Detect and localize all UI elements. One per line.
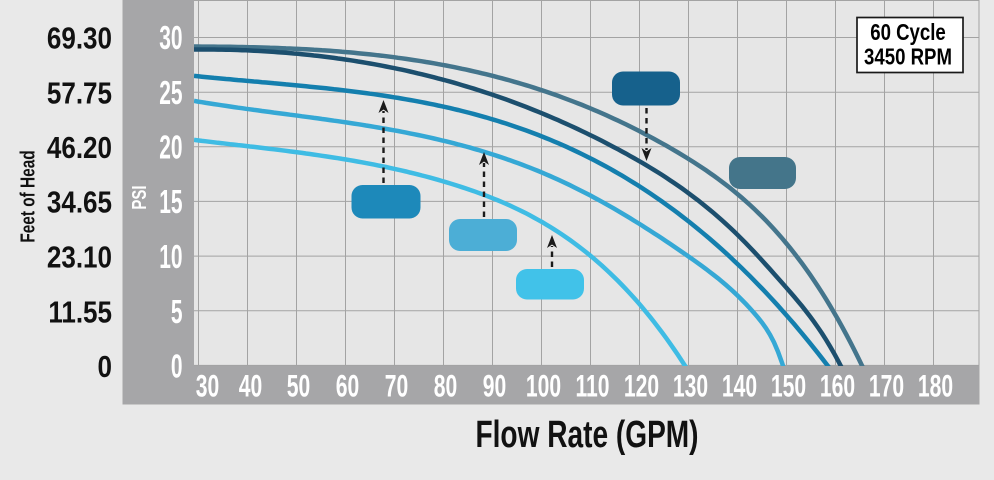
svg-text:57.75: 57.75 bbox=[47, 77, 112, 112]
svg-text:170: 170 bbox=[869, 368, 904, 403]
svg-text:180: 180 bbox=[918, 368, 953, 403]
svg-text:150: 150 bbox=[771, 368, 806, 403]
svg-text:140: 140 bbox=[722, 368, 757, 403]
svg-text:50: 50 bbox=[287, 368, 310, 403]
svg-text:PSI: PSI bbox=[128, 185, 151, 209]
svg-text:23.10: 23.10 bbox=[47, 241, 112, 276]
svg-text:160: 160 bbox=[820, 368, 855, 403]
svg-text:0: 0 bbox=[98, 350, 112, 385]
svg-text:120: 120 bbox=[624, 368, 659, 403]
svg-text:40: 40 bbox=[239, 368, 262, 403]
svg-text:69.30: 69.30 bbox=[47, 22, 112, 57]
svg-text:46.20: 46.20 bbox=[47, 131, 112, 166]
svg-text:25: 25 bbox=[159, 74, 182, 111]
svg-text:3450 RPM: 3450 RPM bbox=[864, 45, 952, 70]
svg-text:110: 110 bbox=[575, 368, 609, 403]
svg-text:60: 60 bbox=[336, 368, 359, 403]
svg-text:60 Cycle: 60 Cycle bbox=[870, 20, 946, 45]
svg-text:11.55: 11.55 bbox=[48, 296, 112, 331]
svg-text:90: 90 bbox=[483, 368, 506, 403]
svg-text:0: 0 bbox=[171, 347, 183, 384]
svg-text:34.65: 34.65 bbox=[47, 186, 112, 221]
svg-text:5: 5 bbox=[171, 293, 183, 330]
svg-text:20: 20 bbox=[159, 128, 182, 165]
svg-text:Feet of Head: Feet of Head bbox=[17, 150, 39, 242]
svg-text:100: 100 bbox=[526, 368, 561, 403]
svg-text:Flow Rate (GPM): Flow Rate (GPM) bbox=[475, 414, 698, 456]
svg-text:70: 70 bbox=[385, 368, 408, 403]
svg-text:30: 30 bbox=[159, 19, 182, 56]
svg-text:130: 130 bbox=[673, 368, 708, 403]
svg-text:15: 15 bbox=[159, 183, 182, 220]
svg-text:30: 30 bbox=[196, 368, 219, 403]
svg-text:10: 10 bbox=[159, 238, 182, 275]
svg-text:80: 80 bbox=[434, 368, 457, 403]
